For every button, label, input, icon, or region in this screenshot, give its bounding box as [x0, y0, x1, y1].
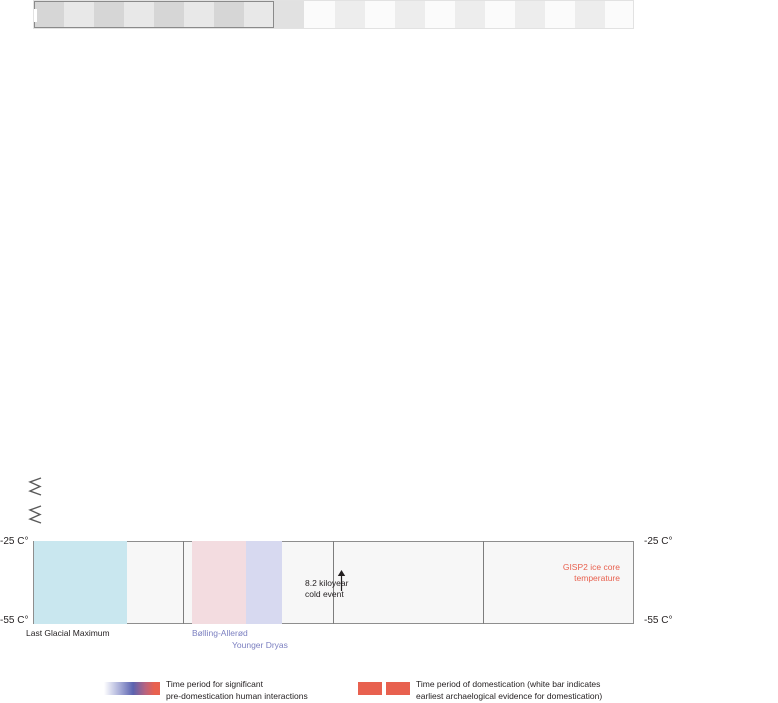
millennium-band — [394, 1, 425, 28]
shade-bolling-allerod — [192, 541, 246, 624]
shade-last-glacial-maximum — [34, 541, 127, 624]
legend-solid-swatch-a — [358, 682, 382, 695]
stage-row-chevron-icon — [28, 477, 42, 496]
legend-text-domestication: Time period of domestication (white bar … — [416, 679, 602, 702]
legend-line1: Time period for significant — [166, 679, 264, 689]
shade-younger-dryas — [246, 541, 282, 624]
series-label-line1: GISP2 ice core — [562, 562, 620, 572]
millennium-band — [574, 1, 605, 28]
temperature-chart — [33, 541, 634, 624]
legend-gradient-swatch — [104, 682, 160, 695]
millennium-band — [94, 1, 125, 28]
legend-line2: earliest archaelogical evidence for dome… — [416, 690, 603, 701]
millennium-band — [214, 1, 245, 28]
millennium-band — [334, 1, 365, 28]
millennium-band — [154, 1, 185, 28]
series-label-gisp2: GISP2 ice core temperature — [498, 562, 620, 584]
epoch-row-chevron-icon — [28, 505, 42, 524]
timeline-row[interactable] — [33, 0, 634, 29]
millennium-band — [514, 1, 545, 28]
chart-y-axis-bottom-label-right: -55 C° — [644, 615, 673, 626]
chart-divider-5000 — [483, 541, 484, 624]
cold-event-line1: 8.2 kiloyear — [305, 578, 349, 588]
cold-event-line2: cold event — [305, 589, 344, 599]
earliest-evidence-marker — [34, 9, 37, 22]
label-younger-dryas: Younger Dryas — [232, 640, 288, 650]
legend-line1: Time period of domestication (white bar … — [416, 679, 601, 689]
chart-divider-15000 — [183, 541, 184, 624]
timeline-track — [33, 0, 634, 29]
label-bolling-allerod: Bølling-Allerød — [192, 628, 248, 638]
pleistocene-region — [34, 1, 275, 28]
series-label-line2: temperature — [574, 573, 620, 583]
millennium-band — [34, 1, 65, 28]
legend-line2: pre-domestication human interactions — [166, 690, 308, 701]
chart-divider-10000 — [333, 541, 334, 624]
cold-event-annotation: 8.2 kiloyear cold event — [305, 578, 348, 600]
chart-y-axis-top-label-right: -25 C° — [644, 536, 673, 547]
label-last-glacial-maximum: Last Glacial Maximum — [26, 628, 110, 638]
legend-text-pre-domestication: Time period for significant pre-domestic… — [166, 679, 308, 702]
millennium-band — [454, 1, 485, 28]
chart-y-axis-bottom-label: -55 C° — [0, 615, 29, 626]
millennium-band — [274, 1, 305, 28]
legend-solid-swatch-b — [386, 682, 410, 695]
cold-event-arrow-icon — [337, 570, 346, 591]
chart-y-axis-top-label: -25 C° — [0, 536, 29, 547]
